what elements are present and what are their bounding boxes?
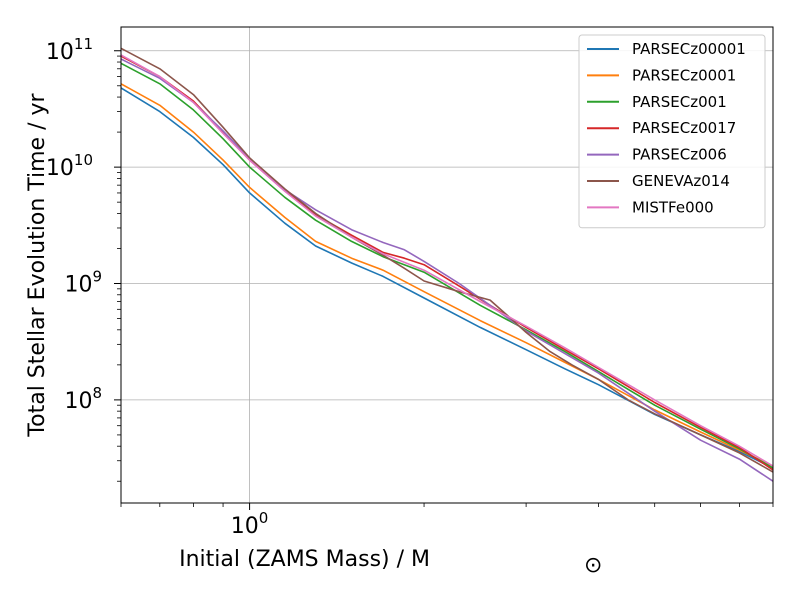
y-tick-label: 1010	[46, 151, 93, 181]
x-tick-label: 100	[231, 509, 269, 539]
series-line-parsecz001	[121, 62, 773, 469]
legend-label: PARSECz0017	[632, 119, 736, 137]
legend: PARSECz00001 PARSECz0001 PARSECz001 PARSECz…	[578, 34, 766, 229]
axis-ticks: 100 108 109 1010 1011	[46, 35, 774, 539]
x-axis-label: Initial (ZAMS Mass) / M	[179, 547, 430, 572]
legend-label: GENEVAz014	[632, 172, 730, 190]
y-tick-label: 109	[64, 268, 102, 298]
legend-label: PARSECz006	[632, 146, 727, 164]
plot-area	[121, 47, 773, 483]
legend-label: PARSECz0001	[632, 66, 736, 84]
y-axis-label: Total Stellar Evolution Time / yr	[25, 92, 50, 437]
legend-label: MISTFe000	[632, 198, 714, 216]
legend-box	[578, 34, 766, 229]
x-axis-label-subscript: ⊙	[584, 553, 602, 578]
series-line-mistfe000	[121, 54, 773, 467]
y-tick-label: 108	[64, 384, 102, 414]
series-line-parsecz0001	[121, 83, 773, 467]
y-tick-label: 1011	[46, 35, 93, 65]
legend-label: PARSECz00001	[632, 40, 746, 58]
axes-frame	[120, 26, 774, 504]
legend-label: PARSECz001	[632, 93, 727, 111]
series-line-genevaz014	[121, 47, 773, 473]
series-line-parsecz006	[121, 58, 773, 483]
